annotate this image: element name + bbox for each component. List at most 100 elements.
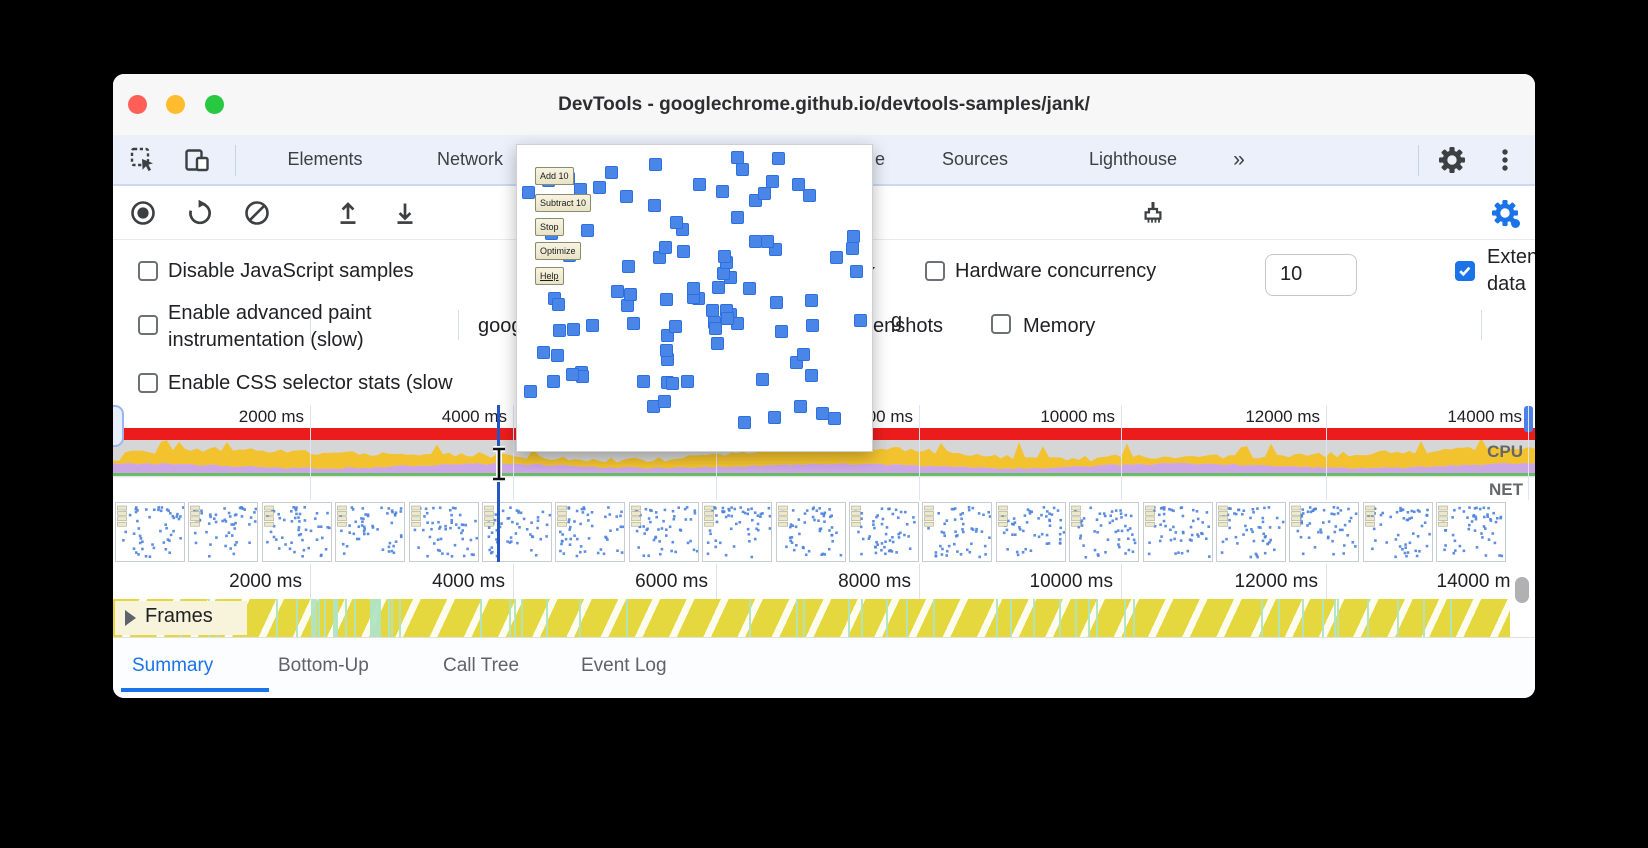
capture-settings-gear-icon[interactable] [1491,199,1520,228]
frame-boundary-line [375,599,377,637]
tab-lighthouse[interactable]: Lighthouse [1088,149,1178,169]
jank-blue-square [705,304,719,318]
extension-data-checkbox[interactable] [1455,261,1475,281]
minimize-window-button[interactable] [166,95,185,114]
scrollbar-thumb[interactable] [1515,577,1529,603]
garbage-collect-icon[interactable] [1139,199,1167,227]
frame-boundary-line [509,599,511,637]
filmstrip-frame[interactable] [1362,502,1433,562]
active-tab-underline [121,688,269,692]
filmstrip-frame[interactable] [188,502,259,562]
jank-blue-square [521,185,535,199]
filmstrip-frame[interactable] [702,502,773,562]
detail-ruler-tick [310,564,311,599]
inspect-element-icon[interactable] [129,146,157,174]
frame-boundary-line [377,599,379,637]
frame-boundary-line [1278,599,1280,637]
filmstrip-frame[interactable] [335,502,406,562]
filmstrip-frame[interactable] [555,502,626,562]
reload-record-button[interactable] [186,199,214,227]
divider [458,310,459,340]
clear-recording-button[interactable] [243,199,271,227]
tab-network[interactable]: Network [436,149,503,169]
frame-boundary-line [861,599,863,637]
jank-button-optimize[interactable]: Optimize [535,242,581,260]
record-button[interactable] [129,199,157,227]
tab-sources[interactable]: Sources [941,149,1009,169]
filmstrip-frame[interactable] [115,502,185,562]
jank-blue-square [686,281,700,295]
filmstrip-frame[interactable] [1289,502,1360,562]
tab-elements[interactable]: Elements [287,149,363,169]
jank-button-help[interactable]: Help [535,267,564,285]
more-tabs-button[interactable]: » [1233,148,1245,171]
jank-blue-square [845,242,859,256]
filmstrip-frame[interactable] [1142,502,1213,562]
filmstrip-frame[interactable] [408,502,479,562]
load-profile-icon[interactable] [334,199,362,227]
jank-blue-square [605,165,619,179]
filmstrip-frame[interactable] [628,502,699,562]
jank-blue-square [793,399,807,413]
overview-ruler-label: 12000 ms [1245,407,1320,426]
filmstrip-frame[interactable] [995,502,1066,562]
jank-blue-square [676,244,690,258]
frame-boundary-line [626,599,628,637]
filmstrip-frame[interactable] [1216,502,1286,562]
device-toolbar-icon[interactable] [183,146,211,174]
frame-boundary-line [1367,599,1369,637]
frame-boundary-line [1088,599,1090,637]
kebab-menu-icon[interactable] [1491,146,1519,174]
css-selector-stats-checkbox[interactable] [138,373,158,393]
frames-track-header[interactable]: Frames [115,601,247,635]
jank-blue-square [658,395,672,409]
playhead-line[interactable] [497,405,500,562]
frames-track[interactable] [113,599,1510,637]
hardware-concurrency-checkbox[interactable] [925,261,945,281]
tab-bottom-up[interactable]: Bottom-Up [278,655,369,676]
filmstrip-frame[interactable] [261,502,332,562]
jank-blue-square [585,319,599,333]
zoom-window-button[interactable] [205,95,224,114]
filmstrip-frame[interactable] [922,502,993,562]
jank-blue-square [849,264,863,278]
divider [235,145,236,176]
expand-triangle-icon[interactable] [125,610,136,626]
tab-summary[interactable]: Summary [132,655,214,676]
hardware-concurrency-input[interactable]: 10 [1265,254,1357,296]
close-window-button[interactable] [128,95,147,114]
filmstrip-frame[interactable] [1436,502,1507,562]
jank-blue-square [854,314,868,327]
frame-boundary-line [324,599,326,637]
jank-blue-square [537,346,551,360]
frame-boundary-line [906,599,908,637]
settings-gear-icon[interactable] [1438,146,1466,174]
jank-button-subtract-10[interactable]: Subtract 10 [535,194,592,212]
frame-boundary-line [933,599,935,637]
jank-blue-square [796,347,810,361]
frame-boundary-line [579,599,581,637]
frame-boundary-line [336,599,338,637]
divider [1418,145,1419,176]
overview-gridline [1121,405,1122,500]
filmstrip-frame[interactable] [1069,502,1140,562]
jank-blue-square [692,178,706,192]
save-profile-icon[interactable] [391,199,419,227]
jank-button-stop[interactable]: Stop [535,218,564,236]
jank-button-add-10[interactable]: Add 10 [535,167,574,185]
net-overview-track[interactable]: NET [113,478,1535,500]
disable-js-samples-checkbox[interactable] [138,261,158,281]
filmstrip-frame[interactable] [849,502,919,562]
detail-ruler-tick [513,564,514,599]
filmstrip-frame[interactable] [482,502,552,562]
overview-ruler-label: 4000 ms [441,407,507,426]
filmstrip-frame[interactable] [775,502,846,562]
detail-ruler-label: 14000 ms [1436,571,1520,592]
tab-performance-fragment[interactable]: e [874,149,885,169]
tab-call-tree[interactable]: Call Tree [443,655,520,676]
jank-blue-square [803,189,817,203]
memory-checkbox[interactable] [991,314,1011,334]
overview-left-handle[interactable] [113,405,124,447]
tab-event-log[interactable]: Event Log [581,655,667,676]
advanced-paint-checkbox[interactable] [138,315,158,335]
